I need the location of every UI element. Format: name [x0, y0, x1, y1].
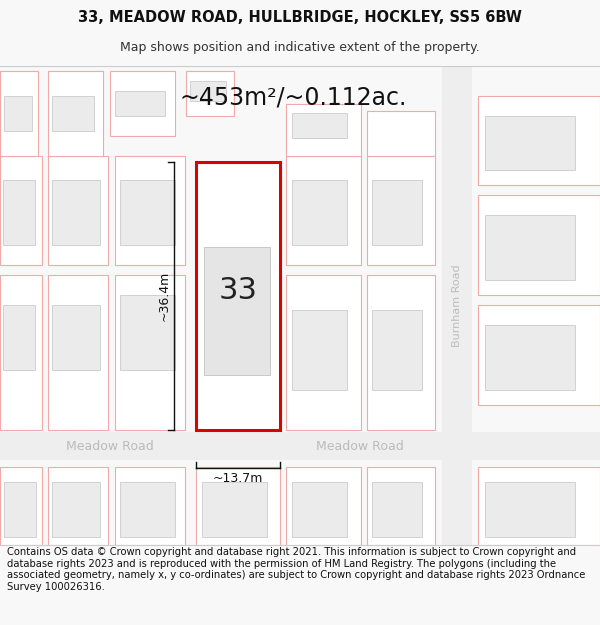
Bar — [286, 276, 361, 430]
Bar — [442, 66, 472, 545]
Bar — [372, 482, 422, 537]
Bar — [4, 96, 32, 131]
Text: 33, MEADOW ROAD, HULLBRIDGE, HOCKLEY, SS5 6BW: 33, MEADOW ROAD, HULLBRIDGE, HOCKLEY, SS… — [78, 10, 522, 25]
Bar — [367, 467, 435, 545]
Bar — [115, 276, 185, 430]
Bar — [0, 71, 38, 156]
Text: Contains OS data © Crown copyright and database right 2021. This information is : Contains OS data © Crown copyright and d… — [7, 548, 586, 592]
Bar — [3, 181, 35, 246]
Bar — [115, 467, 185, 545]
Text: ~13.7m: ~13.7m — [213, 472, 263, 484]
Bar — [367, 156, 435, 266]
Bar — [204, 247, 270, 375]
Bar — [3, 305, 35, 370]
Bar — [48, 467, 108, 545]
Bar — [0, 432, 600, 460]
Bar — [120, 181, 175, 246]
Bar — [52, 181, 100, 246]
Bar — [202, 482, 267, 537]
Bar — [286, 156, 361, 266]
Bar — [292, 112, 347, 138]
Bar — [286, 467, 361, 545]
Bar — [52, 305, 100, 370]
Text: 33: 33 — [218, 276, 257, 306]
Bar — [4, 482, 36, 537]
Bar — [367, 276, 435, 430]
Bar — [52, 96, 94, 131]
Bar — [0, 156, 42, 266]
Bar — [115, 91, 165, 116]
Bar — [478, 305, 600, 405]
Bar — [120, 296, 175, 370]
Bar — [52, 482, 100, 537]
Bar — [292, 181, 347, 246]
Bar — [48, 71, 103, 156]
Bar — [478, 96, 600, 186]
Bar — [372, 181, 422, 246]
Bar — [478, 467, 600, 545]
Text: Map shows position and indicative extent of the property.: Map shows position and indicative extent… — [120, 41, 480, 54]
Text: Burnham Road: Burnham Road — [452, 264, 462, 347]
Bar — [115, 156, 185, 266]
Bar — [292, 482, 347, 537]
Bar — [367, 111, 435, 156]
Text: ~36.4m: ~36.4m — [157, 271, 170, 321]
Bar — [286, 104, 361, 156]
Text: ~453m²/~0.112ac.: ~453m²/~0.112ac. — [179, 86, 407, 109]
Bar — [48, 276, 108, 430]
Bar — [292, 310, 347, 390]
Bar — [110, 71, 175, 136]
Text: Meadow Road: Meadow Road — [66, 439, 154, 452]
Bar — [478, 196, 600, 296]
Bar — [485, 482, 575, 537]
Bar — [196, 467, 280, 545]
Bar — [485, 116, 575, 171]
Bar — [372, 310, 422, 390]
Bar — [120, 482, 175, 537]
Bar — [196, 162, 280, 430]
Bar — [485, 325, 575, 390]
Bar — [0, 276, 42, 430]
Bar — [48, 156, 108, 266]
Bar — [190, 81, 226, 101]
Text: Meadow Road: Meadow Road — [316, 439, 404, 452]
Bar — [0, 467, 42, 545]
Bar — [196, 162, 280, 430]
Bar — [186, 71, 234, 116]
Bar — [485, 216, 575, 281]
